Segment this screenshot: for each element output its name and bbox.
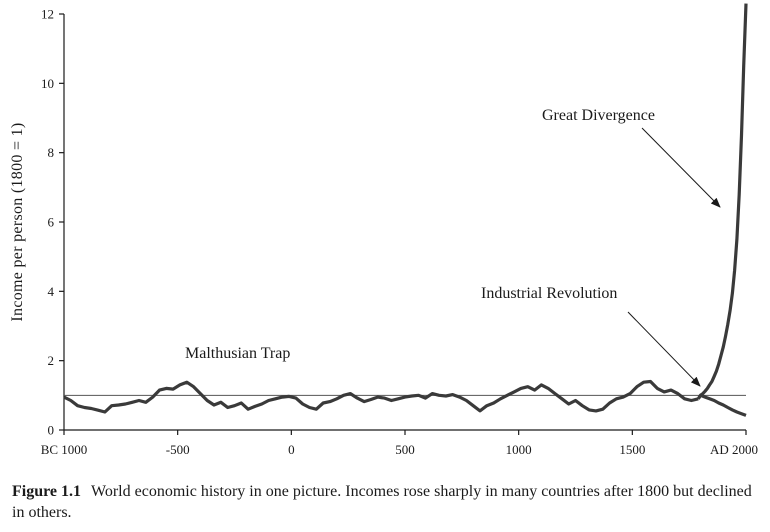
annotation-great-divergence: Great Divergence [542,107,655,124]
figure-label: Figure 1.1 [12,483,82,500]
y-tick-label: 2 [48,353,55,368]
y-tick-label: 0 [48,423,55,438]
industrial-revolution-arrow [627,311,701,387]
great-divergence-arrow [641,127,721,208]
chart: 0 2 4 6 8 10 12 BC 1000 -500 0 500 1000 1500 AD 2000… [9,3,758,457]
y-axis-label: Income per person (1800 = 1) [9,122,26,321]
annotation-malthusian-trap: Malthusian Trap [185,345,290,362]
y-tick-label: 4 [48,284,55,299]
y-ticks: 0 2 4 6 8 10 12 [41,7,64,438]
figure-caption: Figure 1.1 World economic history in one … [12,481,764,523]
annotation-industrial-revolution: Industrial Revolution [481,285,617,302]
series-great-divergence-line [696,3,748,400]
x-ticks: BC 1000 -500 0 500 1000 1500 AD 2000 [41,430,758,457]
x-tick-label: BC 1000 [41,442,88,457]
x-tick-label: -500 [166,442,190,457]
y-tick-label: 12 [41,7,54,22]
figure-caption-text: World economic history in one picture. I… [12,483,752,521]
y-tick-label: 10 [41,76,54,91]
x-tick-label: AD 2000 [710,442,758,457]
series-decline-line [696,393,747,417]
y-tick-label: 8 [48,145,55,160]
x-tick-label: 500 [395,442,415,457]
x-tick-label: 1500 [619,442,645,457]
y-tick-label: 6 [48,215,55,230]
x-tick-label: 1000 [506,442,532,457]
series-malthusian-line [63,379,699,414]
x-tick-label: 0 [288,442,295,457]
